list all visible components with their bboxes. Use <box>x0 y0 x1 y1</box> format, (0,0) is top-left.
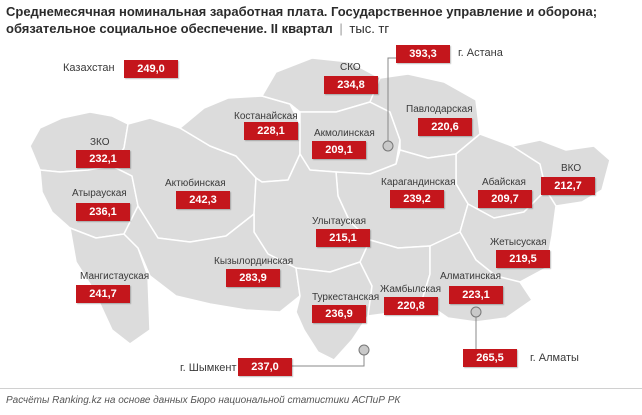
value-kazakhstan: 249,0 <box>124 60 178 78</box>
value-turkestanskaya: 236,9 <box>312 305 366 323</box>
label-almaty: г. Алматы <box>530 352 579 364</box>
title-separator: | <box>339 21 343 36</box>
label-ulytauskaya: Улытауская <box>312 216 367 227</box>
label-kostanayskaya: Костанайская <box>234 111 298 122</box>
value-pavlodarskaya: 220,6 <box>418 118 472 136</box>
value-aktyubinskaya: 242,3 <box>176 191 230 209</box>
shymkent-marker <box>358 344 370 356</box>
label-pavlodarskaya: Павлодарская <box>406 104 473 115</box>
title-unit: тыс. тг <box>349 21 390 36</box>
value-shymkent: 237,0 <box>238 358 292 376</box>
label-mangistauskaya: Мангистауская <box>80 271 150 282</box>
label-zko: ЗКО <box>90 137 110 148</box>
label-zhambylskaya: Жамбылская <box>380 284 441 295</box>
label-astana: г. Астана <box>458 47 503 59</box>
label-aktyubinskaya: Актюбинская <box>165 178 226 189</box>
value-almaty: 265,5 <box>463 349 517 367</box>
value-vko: 212,7 <box>541 177 595 195</box>
label-kazakhstan: Казахстан <box>63 62 115 74</box>
label-shymkent: г. Шымкент <box>180 362 237 374</box>
label-kyzylordinskaya: Кызылординская <box>214 256 294 267</box>
source-footer: Расчёты Ranking.kz на основе данных Бюро… <box>6 395 401 406</box>
label-atyrauskaya: Атырауская <box>72 188 127 199</box>
value-kostanayskaya: 228,1 <box>244 122 298 140</box>
label-almatinskaya: Алматинская <box>440 271 501 282</box>
value-zhetysuskaya: 219,5 <box>496 250 550 268</box>
value-abayskaya: 209,7 <box>478 190 532 208</box>
label-akmolinskaya: Акмолинская <box>314 128 375 139</box>
value-ulytauskaya: 215,1 <box>316 229 370 247</box>
label-sko: СКО <box>340 62 361 73</box>
label-turkestanskaya: Туркестанская <box>312 292 380 303</box>
value-astana: 393,3 <box>396 45 450 63</box>
value-atyrauskaya: 236,1 <box>76 203 130 221</box>
label-abayskaya: Абайская <box>482 177 526 188</box>
footer-divider <box>0 388 642 389</box>
label-zhetysuskaya: Жетысуская <box>490 237 547 248</box>
chart-title: Среднемесячная номинальная заработная пл… <box>6 3 626 37</box>
label-vko: ВКО <box>561 163 582 174</box>
leader-astana <box>387 57 396 146</box>
value-karagandinskaya: 239,2 <box>390 190 444 208</box>
value-akmolinskaya: 209,1 <box>312 141 366 159</box>
value-mangistauskaya: 241,7 <box>76 285 130 303</box>
value-zko: 232,1 <box>76 150 130 168</box>
astana-marker <box>382 140 394 152</box>
region-atyrau <box>39 165 139 239</box>
value-sko: 234,8 <box>324 76 378 94</box>
almaty-marker <box>470 306 482 318</box>
label-karagandinskaya: Карагандинская <box>381 177 456 188</box>
value-kyzylordinskaya: 283,9 <box>226 269 280 287</box>
value-almatinskaya: 223,1 <box>449 286 503 304</box>
value-zhambylskaya: 220,8 <box>384 297 438 315</box>
title-main: Среднемесячная номинальная заработная пл… <box>6 4 598 36</box>
